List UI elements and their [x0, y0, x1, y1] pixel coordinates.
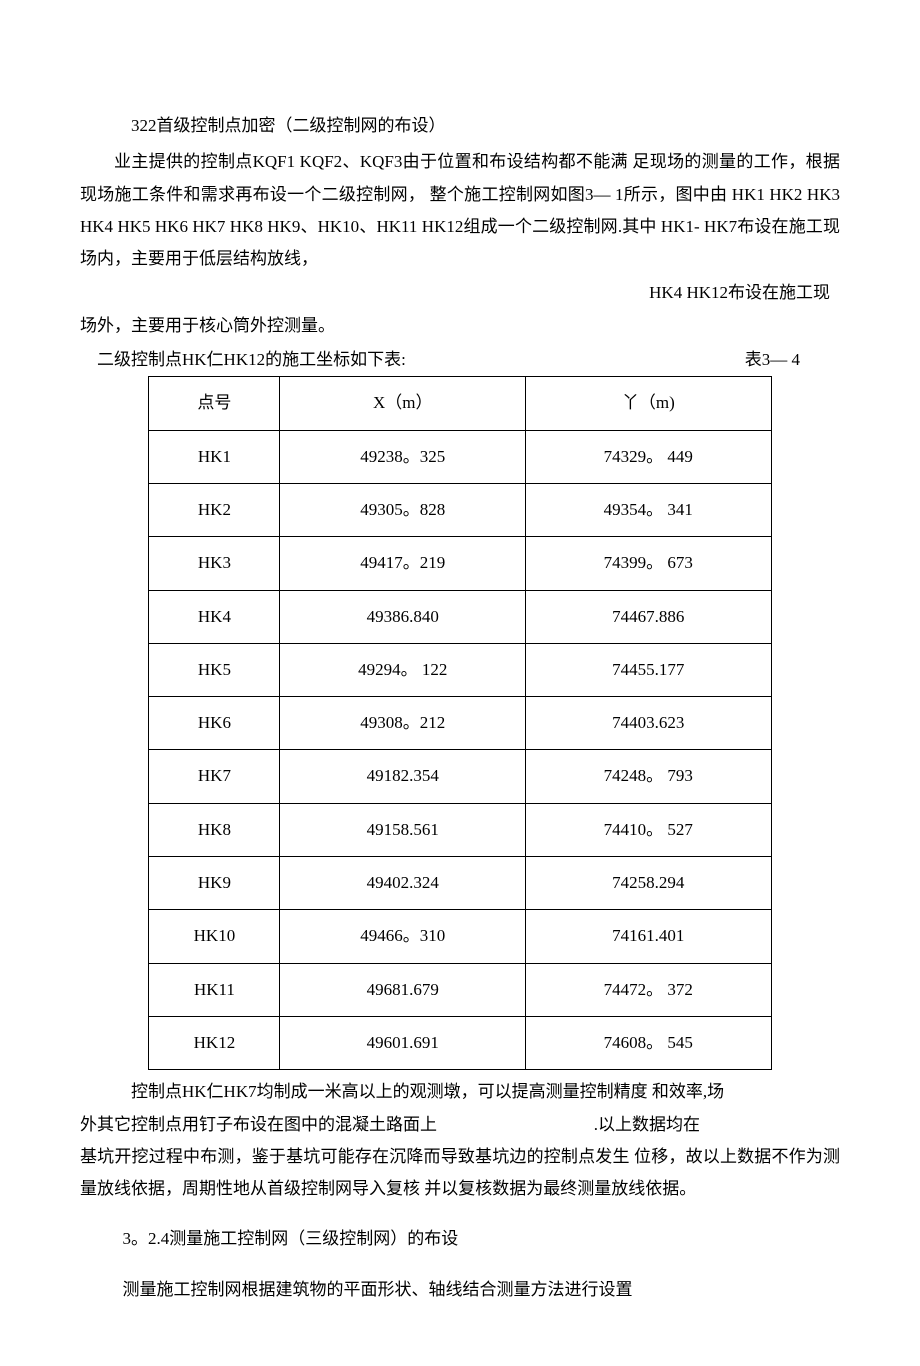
paragraph-1-split: HK4 HK12布设在施工现: [80, 277, 840, 309]
table-cell: 49466。310: [280, 910, 526, 963]
paragraph-2a: 控制点HK仁HK7均制成一米高以上的观测墩，可以提高测量控制精度 和效率,场: [80, 1076, 840, 1108]
col-header-x: X（m）: [280, 377, 526, 430]
table-row: HK849158.56174410。 527: [149, 803, 771, 856]
table-row: HK949402.32474258.294: [149, 857, 771, 910]
table-row: HK1049466。31074161.401: [149, 910, 771, 963]
table-row: HK449386.84074467.886: [149, 590, 771, 643]
table-cell: HK5: [149, 643, 280, 696]
table-cell: 49354。 341: [526, 483, 772, 536]
table-row: HK1249601.69174608。 545: [149, 1016, 771, 1069]
table-cell: 74248。 793: [526, 750, 772, 803]
table-cell: HK12: [149, 1016, 280, 1069]
table-row: HK549294。 12274455.177: [149, 643, 771, 696]
table-cell: HK10: [149, 910, 280, 963]
section-heading-322: 322首级控制点加密（二级控制网的布设）: [80, 110, 840, 142]
section-heading-324: 3。2.4测量施工控制网（三级控制网）的布设: [80, 1223, 840, 1255]
table-cell: HK9: [149, 857, 280, 910]
table-cell: 49681.679: [280, 963, 526, 1016]
table-cell: 49158.561: [280, 803, 526, 856]
table-cell: HK7: [149, 750, 280, 803]
paragraph-3: 测量施工控制网根据建筑物的平面形状、轴线结合测量方法进行设置: [80, 1274, 840, 1306]
table-caption-right: 表3— 4: [745, 344, 800, 376]
paragraph-2c: 基坑开挖过程中布测，鉴于基坑可能存在沉降而导致基坑边的控制点发生 位移，故以上数…: [80, 1141, 840, 1206]
table-cell: 74410。 527: [526, 803, 772, 856]
table-cell: 49238。325: [280, 430, 526, 483]
paragraph-2b-left: 外其它控制点用钉子布设在图中的混凝土路面上: [80, 1109, 437, 1141]
paragraph-2b-right: .以上数据均在: [594, 1109, 700, 1141]
table-cell: 74403.623: [526, 697, 772, 750]
coordinates-table: 点号 X（m） 丫（m) HK149238。32574329。 449HK249…: [148, 376, 771, 1070]
table-cell: 74455.177: [526, 643, 772, 696]
paragraph-1: 业主提供的控制点KQF1 KQF2、KQF3由于位置和布设结构都不能满 足现场的…: [80, 146, 840, 275]
table-cell: HK1: [149, 430, 280, 483]
table-cell: HK11: [149, 963, 280, 1016]
col-header-point: 点号: [149, 377, 280, 430]
paragraph-1-main: 业主提供的控制点KQF1 KQF2、KQF3由于位置和布设结构都不能满 足现场的…: [80, 152, 840, 268]
table-cell: 74467.886: [526, 590, 772, 643]
paragraph-1c: 场外，主要用于核心筒外控测量。: [80, 310, 840, 342]
table-cell: 49182.354: [280, 750, 526, 803]
table-cell: 74608。 545: [526, 1016, 772, 1069]
table-cell: HK4: [149, 590, 280, 643]
table-row: HK649308。21274403.623: [149, 697, 771, 750]
paragraph-1-right: HK4 HK12布设在施工现: [649, 277, 840, 309]
table-cell: HK6: [149, 697, 280, 750]
table-cell: 49601.691: [280, 1016, 526, 1069]
table-cell: 49308。212: [280, 697, 526, 750]
paragraph-2b: 外其它控制点用钉子布设在图中的混凝土路面上 .以上数据均在: [80, 1109, 840, 1141]
table-cell: HK2: [149, 483, 280, 536]
table-caption-left: 二级控制点HK仁HK12的施工坐标如下表:: [80, 344, 406, 376]
table-row: HK249305。82849354。 341: [149, 483, 771, 536]
table-cell: 49402.324: [280, 857, 526, 910]
table-row: HK149238。32574329。 449: [149, 430, 771, 483]
table-cell: HK3: [149, 537, 280, 590]
table-row: HK349417。21974399。 673: [149, 537, 771, 590]
table-caption-row: 二级控制点HK仁HK12的施工坐标如下表: 表3— 4: [80, 344, 840, 376]
table-cell: 49294。 122: [280, 643, 526, 696]
table-cell: 49305。828: [280, 483, 526, 536]
table-cell: 74472。 372: [526, 963, 772, 1016]
table-cell: 74161.401: [526, 910, 772, 963]
col-header-y: 丫（m): [526, 377, 772, 430]
table-cell: HK8: [149, 803, 280, 856]
table-cell: 49417。219: [280, 537, 526, 590]
table-cell: 74399。 673: [526, 537, 772, 590]
table-cell: 74258.294: [526, 857, 772, 910]
table-header-row: 点号 X（m） 丫（m): [149, 377, 771, 430]
table-row: HK1149681.67974472。 372: [149, 963, 771, 1016]
table-cell: 74329。 449: [526, 430, 772, 483]
table-row: HK749182.35474248。 793: [149, 750, 771, 803]
table-cell: 49386.840: [280, 590, 526, 643]
